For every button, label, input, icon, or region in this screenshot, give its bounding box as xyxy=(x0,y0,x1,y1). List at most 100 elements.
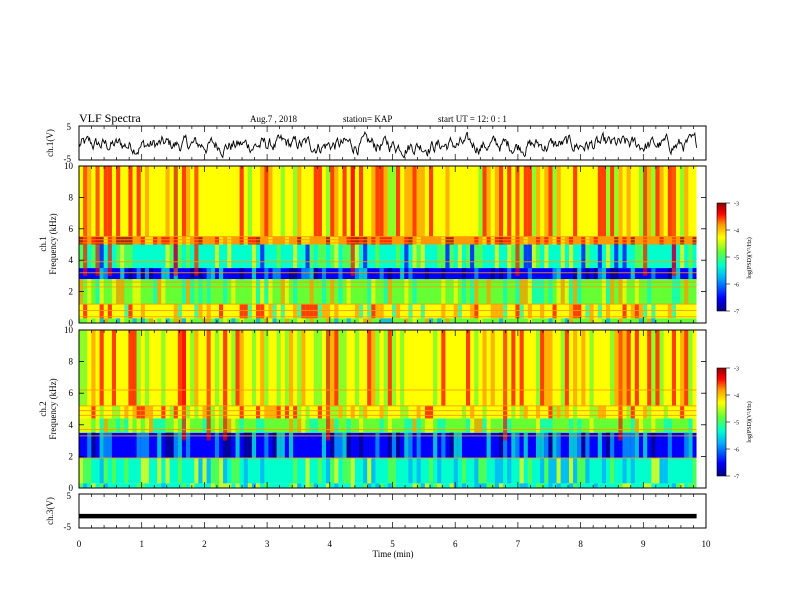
spectrogram-streak xyxy=(342,244,347,269)
spectrogram-streak xyxy=(676,268,681,280)
spectrogram-streak xyxy=(593,483,598,488)
spectrogram-band xyxy=(79,304,697,319)
spectrogram-streak xyxy=(161,279,166,305)
spectrogram-streak xyxy=(569,318,574,323)
spectrogram-streak xyxy=(474,236,479,245)
spectrogram-streak xyxy=(317,405,322,419)
spectrogram-streak xyxy=(519,330,524,406)
ch3-waveform-panel: 5 -5 ch.3(V) xyxy=(45,491,707,532)
spectrogram-streak xyxy=(461,483,467,488)
spectrogram-streak xyxy=(375,432,380,458)
spectrogram-streak xyxy=(161,483,166,488)
spectrogram-streak xyxy=(210,268,215,280)
spectrogram-streak xyxy=(334,236,339,245)
spectrogram-streak xyxy=(634,418,639,433)
spectrogram-streak xyxy=(387,432,392,458)
spectrogram-streak xyxy=(251,279,257,305)
spectrogram-streak xyxy=(655,458,660,484)
no-data-strip xyxy=(696,166,706,323)
spectrogram-streak xyxy=(95,318,100,323)
spectrogram-streak xyxy=(161,268,166,280)
spectrogram-streak xyxy=(536,405,541,419)
spectrogram-streak xyxy=(280,166,285,237)
spectrogram-streak xyxy=(412,244,417,269)
spectrogram-streak xyxy=(214,330,220,406)
spectrogram-streak xyxy=(408,268,413,280)
spectrogram-streak xyxy=(317,244,322,269)
spectrogram-streak xyxy=(585,236,590,245)
spectrogram-streak xyxy=(622,236,627,245)
spectrogram-streak xyxy=(548,279,553,305)
spectrogram-streak xyxy=(99,405,104,419)
figure-title: VLF Spectra xyxy=(79,111,141,125)
ch2-colorbar-ticks: -3 -4 -5 -6 -7 xyxy=(726,367,739,481)
spectrogram-streak xyxy=(499,268,504,280)
spectrogram-streak xyxy=(470,405,475,419)
spectrogram-streak xyxy=(684,166,689,237)
spectrogram-streak xyxy=(573,304,578,319)
colorbar-tick-label: -6 xyxy=(734,283,739,289)
spectrogram-streak xyxy=(107,304,112,319)
spectrogram-streak xyxy=(186,318,191,323)
spectrogram-streak xyxy=(416,432,421,458)
spectrogram-streak xyxy=(297,166,302,237)
spectrogram-streak xyxy=(91,244,96,269)
spectrogram-streak xyxy=(239,236,244,245)
spectrogram-streak xyxy=(149,318,154,323)
spectrogram-streak xyxy=(630,405,635,419)
time-axis-label: Time (min) xyxy=(373,549,414,559)
spectrogram-streak xyxy=(523,166,528,237)
spectrogram-streak xyxy=(453,304,458,319)
spectrogram-streak xyxy=(260,279,265,305)
spectrogram-streak xyxy=(601,268,607,280)
spectrogram-streak xyxy=(111,330,117,406)
spectrogram-streak xyxy=(663,418,668,433)
spectrogram-streak xyxy=(441,304,446,319)
spectrogram-streak xyxy=(676,483,681,488)
spectrogram-streak xyxy=(449,236,454,245)
spectrogram-streak xyxy=(610,330,615,406)
spectrogram-streak xyxy=(260,166,265,237)
spectrogram-streak xyxy=(634,279,639,305)
spectrogram-burst xyxy=(643,166,648,276)
spectrogram-streak xyxy=(511,244,516,269)
ch2-colorbar-label: log(PSD)(V²/Hz) xyxy=(746,401,753,442)
start-time-label: start UT = 12: 0 : 1 xyxy=(438,114,507,124)
colorbar-tick-label: -4 xyxy=(734,229,739,235)
spectrogram-streak xyxy=(387,458,392,484)
spectrogram-streak xyxy=(556,458,561,484)
spectrogram-streak xyxy=(540,432,545,458)
spectrogram-streak xyxy=(342,166,347,237)
spectrogram-streak xyxy=(606,166,611,237)
spectrogram-streak xyxy=(667,418,672,433)
spectrogram-streak xyxy=(301,268,306,280)
spectrogram-streak xyxy=(268,405,273,419)
spectrogram-streak xyxy=(144,418,150,433)
spectrogram-streak xyxy=(680,166,685,237)
spectrogram-streak xyxy=(132,279,137,305)
spectrogram-streak xyxy=(144,166,150,237)
spectrogram-streak xyxy=(688,244,693,269)
spectrogram-streak xyxy=(359,236,364,245)
spectrogram-streak xyxy=(301,418,306,433)
spectrogram-streak xyxy=(470,304,475,319)
spectrogram-streak xyxy=(515,432,520,458)
spectrogram-streak xyxy=(297,418,302,433)
freq-tick-label: 0 xyxy=(69,318,74,328)
spectrogram-streak xyxy=(486,166,491,237)
spectrogram-streak xyxy=(688,418,693,433)
spectrogram-streak xyxy=(441,279,446,305)
spectrogram-streak xyxy=(548,418,553,433)
spectrogram-streak xyxy=(552,432,557,458)
spectrogram-streak xyxy=(186,432,191,458)
spectrogram-streak xyxy=(429,418,434,433)
spectrogram-streak xyxy=(219,268,224,280)
spectrogram-streak xyxy=(486,483,491,488)
spectrogram-streak xyxy=(634,244,639,269)
spectrogram-streak xyxy=(367,304,372,319)
spectrogram-streak xyxy=(227,418,232,433)
ch3-waveform-ylabel: ch.3(V) xyxy=(45,497,55,525)
spectrogram-streak xyxy=(626,483,631,488)
spectrogram-streak xyxy=(601,405,607,419)
